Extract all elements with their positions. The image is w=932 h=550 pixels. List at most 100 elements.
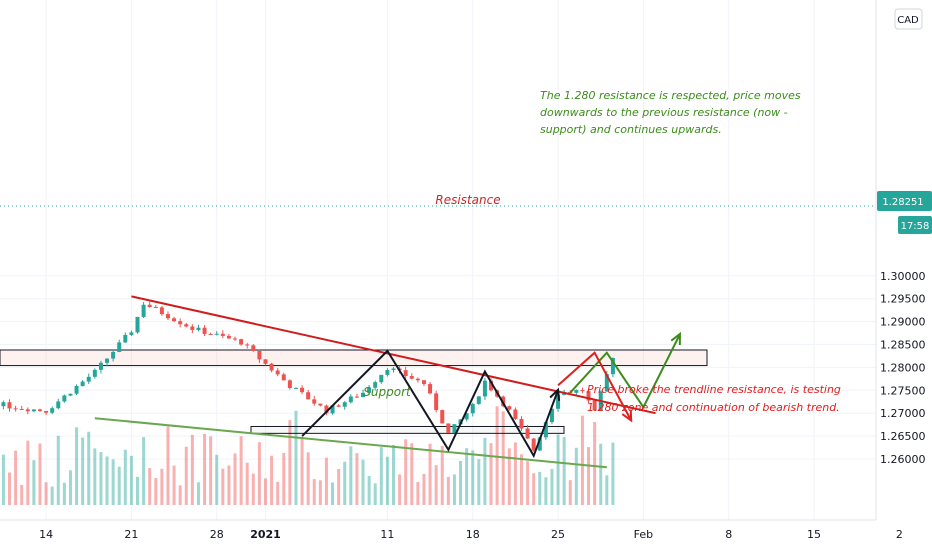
bullish-note-line-2: downwards to the previous resistance (no… [540,106,788,119]
volume-bar [373,483,377,505]
candle-body [141,304,146,317]
volume-bar [611,442,615,505]
volume-bar [294,410,298,505]
volume-bar [440,445,444,505]
date-tick-label: 18 [466,528,480,541]
candle-body [379,374,384,383]
w-pattern-path[interactable] [301,349,560,459]
candle-body [421,380,426,385]
volume-bar [593,421,597,505]
volume-bar [276,481,280,505]
volume-bar [349,446,353,505]
bearish-arrow-head [621,409,633,423]
current-price-value: 1.28251 [882,197,923,208]
ascending-trendline[interactable] [94,417,607,469]
date-tick-label: 2021 [250,528,281,541]
volume-bar [446,476,450,505]
candle-body [348,396,353,403]
volume-bar [343,461,347,505]
volume-bar [379,447,383,505]
candle-body [287,380,292,388]
volume-bar [556,434,560,505]
candle-body [233,338,238,340]
volume-bar [471,450,475,505]
resistance-zone[interactable] [0,349,708,367]
candle-body [525,428,530,439]
volume-bar [550,468,554,505]
volume-bar [99,452,103,505]
candle-body [13,408,18,410]
volume-bar [459,460,463,505]
date-tick-label: 15 [807,528,821,541]
candle-body [202,327,207,334]
date-tick-label: 2 [896,528,903,541]
descending-trendline[interactable] [131,295,656,415]
volume-bar [87,431,91,505]
candle-body [373,382,378,388]
candle-body [604,374,609,392]
volume-bar [513,442,517,505]
candle-body [129,332,134,335]
volume-bar [215,454,219,505]
time-axis[interactable]: 14 21 28 2021 11 18 25 Feb 8 15 2 [0,519,903,541]
candle-body [92,369,97,377]
candle-body [263,359,268,364]
price-tick-label: 1.28500 [880,339,926,352]
date-ticks: 14 21 28 2021 11 18 25 Feb 8 15 2 [39,528,903,541]
currency-badge[interactable] [894,8,923,30]
volume-bar [136,476,140,505]
volume-bar [300,436,304,505]
candle-body [318,403,323,406]
volume-bar [50,486,54,505]
candle-body [464,413,469,420]
chart-grid [0,0,900,520]
volume-bar [312,479,316,505]
w-arrow-head [549,387,561,401]
candle-body [251,345,256,351]
candle-body [385,369,390,375]
candle-body [537,437,542,451]
volume-bar [154,478,158,505]
candle-body [452,424,457,433]
candle-body [556,394,561,409]
bullish-annotation: The 1.280 resistance is respected, price… [540,89,801,136]
bullish-projection-path[interactable] [569,333,681,410]
candle-body [519,418,524,429]
candle-body [543,422,548,438]
candle-body [56,401,61,409]
volume-bar [233,453,237,505]
volume-bar [129,455,133,505]
candle-body [74,386,79,394]
candle-body [489,380,494,391]
volume-bar [172,465,176,505]
candle-body [610,357,615,375]
volume-bar [56,435,60,505]
candle-body [324,405,329,414]
candle-body [123,334,128,343]
volume-bar [532,473,536,505]
candle-body [592,400,597,411]
price-axis[interactable]: 1.30000 1.29500 1.29000 1.28500 1.28000 1.275… [875,0,932,550]
support-zone[interactable] [250,425,565,434]
volume-bar [398,474,402,505]
price-tick-label: 1.26500 [880,430,926,443]
candle-body [62,395,67,402]
volume-bar [166,426,170,505]
price-tick-label: 1.26000 [880,453,926,466]
bearish-projection-path[interactable] [557,351,633,421]
support-label: Support [363,385,412,399]
volume-bar [428,443,432,505]
candle-body [44,410,49,413]
candle-body [226,335,231,339]
candle-body [269,363,274,371]
volume-bar [526,461,530,505]
volume-bar [483,437,487,505]
candle-body [336,405,341,407]
countdown-tag [898,216,932,234]
candle-body [312,399,317,404]
volume-bar [489,443,493,505]
volume-bar [404,439,408,505]
volume-bar [117,466,121,505]
volume-bar [507,448,511,505]
